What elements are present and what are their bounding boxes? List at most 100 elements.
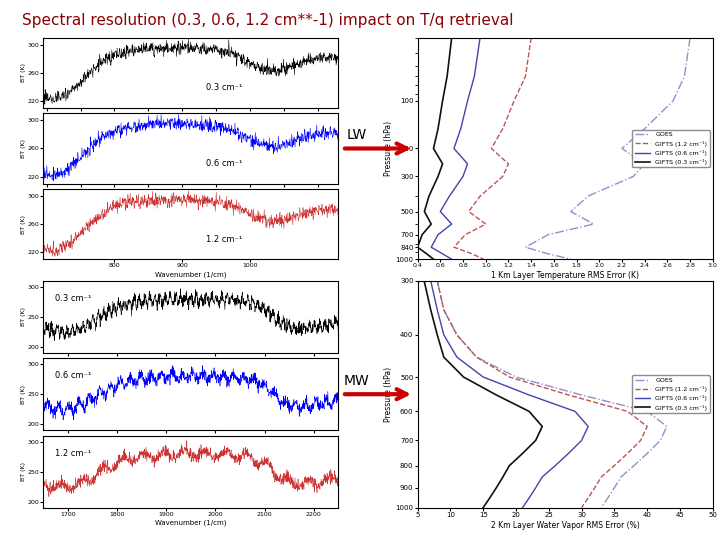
Text: LW: LW xyxy=(346,128,366,142)
GIFTS (1.2 cm⁻¹) xyxy=(498,173,507,180)
GOES xyxy=(597,504,606,511)
GIFTS (0.6 cm⁻¹) xyxy=(476,35,485,41)
GIFTS (0.3 cm⁻¹) xyxy=(492,392,500,398)
GIFTS (0.3 cm⁻¹) xyxy=(429,256,438,262)
Line: GIFTS (1.2 cm⁻¹): GIFTS (1.2 cm⁻¹) xyxy=(437,281,647,508)
GOES xyxy=(616,474,625,480)
GIFTS (0.3 cm⁻¹) xyxy=(420,278,428,284)
GOES xyxy=(521,244,530,251)
GIFTS (1.2 cm⁻¹) xyxy=(498,125,507,132)
GIFTS (1.2 cm⁻¹) xyxy=(461,232,469,238)
GIFTS (1.2 cm⁻¹) xyxy=(482,221,490,227)
GIFTS (1.2 cm⁻¹) xyxy=(439,307,448,313)
Text: MW: MW xyxy=(343,374,369,388)
GOES xyxy=(640,125,649,132)
GIFTS (1.2 cm⁻¹) xyxy=(433,278,441,284)
GIFTS (0.3 cm⁻¹) xyxy=(438,98,447,104)
X-axis label: 2 Km Layer Water Vapor RMS Error (%): 2 Km Layer Water Vapor RMS Error (%) xyxy=(491,521,639,530)
GIFTS (0.3 cm⁻¹) xyxy=(439,354,448,360)
X-axis label: 1 Km Layer Temperature RMS Error (K): 1 Km Layer Temperature RMS Error (K) xyxy=(491,271,639,280)
GIFTS (0.3 cm⁻¹) xyxy=(418,232,426,238)
GIFTS (1.2 cm⁻¹) xyxy=(487,145,495,152)
GIFTS (0.6 cm⁻¹) xyxy=(531,484,540,491)
GOES xyxy=(629,173,638,180)
Y-axis label: BT (K): BT (K) xyxy=(21,215,26,234)
GOES xyxy=(680,73,689,79)
GIFTS (0.3 cm⁻¹) xyxy=(433,332,441,338)
GIFTS (0.3 cm⁻¹) xyxy=(538,423,546,430)
Y-axis label: Pressure (hPa): Pressure (hPa) xyxy=(384,121,392,176)
GIFTS (0.6 cm⁻¹) xyxy=(538,474,546,480)
GIFTS (1.2 cm⁻¹) xyxy=(610,462,618,469)
Text: 1.2 cm⁻¹: 1.2 cm⁻¹ xyxy=(55,449,91,458)
GIFTS (1.2 cm⁻¹) xyxy=(476,193,485,199)
GIFTS (0.6 cm⁻¹) xyxy=(571,408,580,415)
Line: GIFTS (0.3 cm⁻¹): GIFTS (0.3 cm⁻¹) xyxy=(418,38,451,259)
Legend: GOES, GIFTS (1.2 cm⁻¹), GIFTS (0.6 cm⁻¹), GIFTS (0.3 cm⁻¹): GOES, GIFTS (1.2 cm⁻¹), GIFTS (0.6 cm⁻¹)… xyxy=(632,375,710,413)
GIFTS (0.6 cm⁻¹) xyxy=(433,232,442,238)
GIFTS (1.2 cm⁻¹) xyxy=(643,423,652,430)
GIFTS (0.6 cm⁻¹) xyxy=(438,251,447,257)
Y-axis label: BT (K): BT (K) xyxy=(21,462,26,481)
GIFTS (0.6 cm⁻¹) xyxy=(449,145,458,152)
GIFTS (1.2 cm⁻¹) xyxy=(624,450,632,457)
GIFTS (0.6 cm⁻¹) xyxy=(525,392,534,398)
GOES xyxy=(669,98,678,104)
GOES xyxy=(643,408,652,415)
GIFTS (0.3 cm⁻¹) xyxy=(413,244,422,251)
GIFTS (1.2 cm⁻¹) xyxy=(505,374,514,380)
GOES xyxy=(610,484,618,491)
Line: GIFTS (0.6 cm⁻¹): GIFTS (0.6 cm⁻¹) xyxy=(431,38,480,259)
GIFTS (1.2 cm⁻¹) xyxy=(564,392,573,398)
GIFTS (0.3 cm⁻¹) xyxy=(438,160,447,167)
Legend: GOES, GIFTS (1.2 cm⁻¹), GIFTS (0.6 cm⁻¹), GIFTS (0.3 cm⁻¹): GOES, GIFTS (1.2 cm⁻¹), GIFTS (0.6 cm⁻¹)… xyxy=(632,130,710,167)
GIFTS (0.3 cm⁻¹) xyxy=(479,504,487,511)
GIFTS (0.6 cm⁻¹) xyxy=(456,125,465,132)
GIFTS (0.6 cm⁻¹) xyxy=(518,504,527,511)
GIFTS (0.6 cm⁻¹) xyxy=(433,307,441,313)
GIFTS (0.6 cm⁻¹) xyxy=(447,256,456,262)
GIFTS (0.3 cm⁻¹) xyxy=(427,221,436,227)
GIFTS (0.6 cm⁻¹) xyxy=(584,423,593,430)
GIFTS (0.3 cm⁻¹) xyxy=(518,450,527,457)
GIFTS (0.3 cm⁻¹) xyxy=(426,307,435,313)
Text: Spectral resolution (0.3, 0.6, 1.2 cm**-1) impact on T/q retrieval: Spectral resolution (0.3, 0.6, 1.2 cm**-… xyxy=(22,14,513,29)
GIFTS (1.2 cm⁻¹) xyxy=(521,73,530,79)
Text: 0.3 cm⁻¹: 0.3 cm⁻¹ xyxy=(55,294,91,303)
GOES xyxy=(472,354,481,360)
GIFTS (1.2 cm⁻¹) xyxy=(624,408,632,415)
GIFTS (0.3 cm⁻¹) xyxy=(498,474,507,480)
GOES xyxy=(567,208,575,215)
GIFTS (0.6 cm⁻¹) xyxy=(427,244,436,251)
Y-axis label: BT (K): BT (K) xyxy=(21,384,26,404)
GIFTS (1.2 cm⁻¹) xyxy=(590,484,599,491)
GIFTS (1.2 cm⁻¹) xyxy=(510,98,518,104)
GIFTS (0.6 cm⁻¹) xyxy=(445,193,454,199)
GIFTS (0.3 cm⁻¹) xyxy=(425,193,433,199)
GIFTS (1.2 cm⁻¹) xyxy=(504,160,513,167)
Y-axis label: Pressure (hPa): Pressure (hPa) xyxy=(384,367,392,422)
GIFTS (1.2 cm⁻¹) xyxy=(472,354,481,360)
GOES xyxy=(685,35,694,41)
GOES xyxy=(618,145,626,152)
GIFTS (0.3 cm⁻¹) xyxy=(429,145,438,152)
Text: 0.6 cm⁻¹: 0.6 cm⁻¹ xyxy=(55,372,91,380)
GIFTS (0.6 cm⁻¹) xyxy=(436,208,445,215)
GOES xyxy=(589,221,598,227)
GIFTS (1.2 cm⁻¹) xyxy=(577,504,586,511)
GOES xyxy=(603,495,612,501)
GIFTS (0.6 cm⁻¹) xyxy=(463,98,472,104)
GIFTS (0.6 cm⁻¹) xyxy=(479,374,487,380)
GIFTS (0.3 cm⁻¹) xyxy=(443,73,451,79)
GIFTS (1.2 cm⁻¹) xyxy=(449,244,458,251)
GIFTS (0.6 cm⁻¹) xyxy=(447,221,456,227)
GIFTS (1.2 cm⁻¹) xyxy=(479,256,487,262)
GIFTS (0.3 cm⁻¹) xyxy=(433,125,442,132)
GIFTS (0.3 cm⁻¹) xyxy=(525,408,534,415)
Text: 0.3 cm⁻¹: 0.3 cm⁻¹ xyxy=(206,83,242,92)
Line: GIFTS (0.3 cm⁻¹): GIFTS (0.3 cm⁻¹) xyxy=(424,281,542,508)
GOES xyxy=(643,450,652,457)
GIFTS (0.3 cm⁻¹) xyxy=(459,374,468,380)
Text: 0.6 cm⁻¹: 0.6 cm⁻¹ xyxy=(206,159,242,168)
GIFTS (1.2 cm⁻¹) xyxy=(584,495,593,501)
